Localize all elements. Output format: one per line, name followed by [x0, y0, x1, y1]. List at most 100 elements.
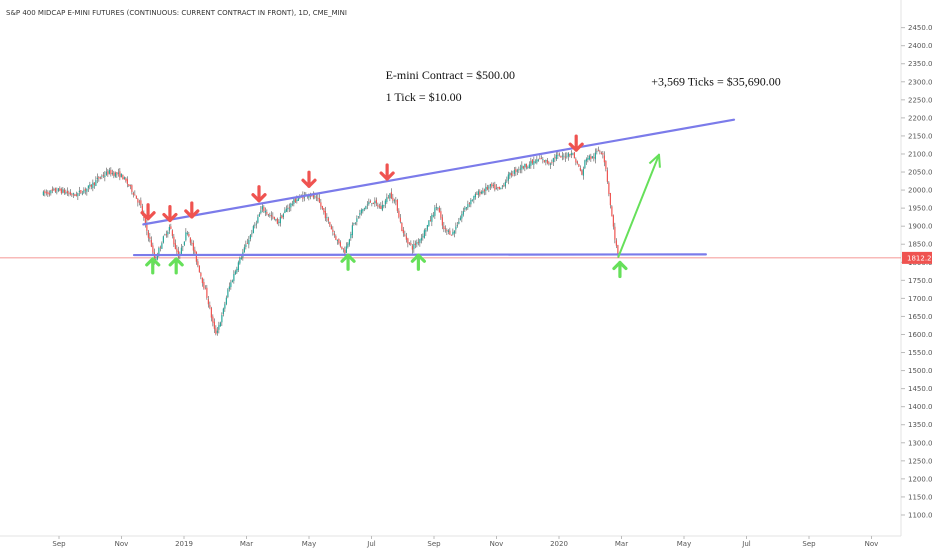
- candle-up: [452, 232, 454, 235]
- price-tick-label: 1100.0: [908, 511, 932, 519]
- candle-down: [510, 172, 512, 176]
- candle-down: [554, 157, 556, 159]
- time-axis[interactable]: Sep Nov 2019 Mar May Jul Sep Nov 2020 Mar May Jul Se…: [52, 536, 878, 548]
- candle-down: [192, 243, 194, 251]
- candle-up: [549, 163, 551, 165]
- candle-down: [438, 207, 440, 213]
- candle-up: [65, 192, 67, 194]
- buy-arrow: [145, 257, 161, 275]
- candle-down: [569, 154, 571, 156]
- candle-up: [488, 186, 490, 189]
- candle-down: [503, 185, 505, 187]
- candle-up: [447, 230, 449, 232]
- candle-up: [248, 239, 250, 245]
- candle-up: [239, 257, 241, 264]
- last-price-badge: 1812.2: [902, 251, 932, 264]
- candle-up: [384, 200, 386, 205]
- price-tick-label: 1350.0: [908, 421, 932, 429]
- candle-down: [404, 234, 406, 237]
- candle-up: [89, 184, 91, 187]
- candle-up: [254, 224, 256, 226]
- candle-up: [351, 225, 353, 236]
- candle-down: [51, 189, 53, 191]
- price-tick-label: 2100.0: [908, 150, 932, 158]
- candle-down: [603, 155, 605, 163]
- sell-arrow: [251, 185, 267, 203]
- candle-up: [492, 185, 494, 187]
- candle-up: [416, 242, 418, 245]
- candle-down: [206, 287, 208, 298]
- price-tick-label: 1200.0: [908, 475, 932, 483]
- candle-up: [518, 169, 520, 171]
- candle-down: [84, 189, 86, 191]
- candle-up: [536, 159, 538, 163]
- price-tick-label: 1550.0: [908, 349, 932, 357]
- candle-up: [519, 168, 521, 170]
- candle-up: [473, 196, 475, 200]
- candle-down: [60, 189, 62, 194]
- candle-down: [45, 192, 47, 194]
- time-tick-label: Sep: [802, 540, 816, 548]
- time-tick-label: Sep: [52, 540, 66, 548]
- price-tick-label: 1500.0: [908, 367, 932, 375]
- candle-up: [431, 214, 433, 222]
- candle-up: [101, 175, 103, 177]
- annotation-text: E-mini Contract = $500.00: [386, 68, 515, 82]
- resistance-trendline[interactable]: [142, 118, 736, 226]
- candle-down: [47, 191, 49, 194]
- candle-down: [602, 153, 604, 155]
- candle-up: [587, 158, 589, 160]
- candle-up: [164, 234, 166, 236]
- candle-down: [159, 246, 161, 248]
- candle-down: [476, 193, 478, 195]
- buy-arrow: [340, 253, 356, 271]
- candle-up: [123, 177, 125, 180]
- candle-down: [132, 192, 134, 195]
- candle-down: [63, 189, 65, 194]
- candle-down: [551, 162, 553, 164]
- buy-arrow-head: [168, 257, 184, 267]
- candle-down: [153, 252, 155, 263]
- candle-up: [243, 247, 245, 253]
- candle-up: [459, 217, 461, 221]
- price-tick-label: 2150.0: [908, 132, 932, 140]
- candle-down: [122, 174, 124, 180]
- candle-down: [576, 161, 578, 164]
- time-tick-label: Mar: [240, 540, 253, 548]
- candle-up: [596, 151, 598, 153]
- candle-down: [600, 152, 602, 154]
- candle-down: [408, 242, 410, 244]
- last-price-badge-label: 1812.2: [907, 254, 932, 262]
- candle-down: [312, 193, 314, 198]
- time-tick-label: Nov: [865, 540, 879, 548]
- candle-up: [78, 190, 80, 193]
- candle-up: [422, 236, 424, 238]
- candle-down: [575, 159, 577, 163]
- projection-line[interactable]: [617, 153, 660, 258]
- candle-down: [440, 211, 442, 218]
- candle-down: [44, 190, 46, 194]
- candle-up: [501, 185, 503, 187]
- candle-down: [80, 190, 82, 194]
- candle-up: [386, 197, 388, 202]
- candle-down: [611, 206, 613, 217]
- candle-down: [135, 195, 137, 199]
- candle-up: [258, 214, 260, 217]
- candle-up: [365, 206, 367, 210]
- candle-up: [251, 233, 253, 235]
- candle-up: [186, 232, 188, 234]
- candle-up: [437, 207, 439, 209]
- candle-down: [573, 152, 575, 159]
- candle-up: [227, 289, 229, 298]
- candle-up: [474, 193, 476, 198]
- candle-up: [425, 229, 427, 232]
- candle-up: [261, 206, 263, 210]
- candle-up: [275, 219, 277, 221]
- candle-down: [59, 188, 61, 191]
- time-tick-label: Jul: [366, 540, 376, 548]
- candle-up: [461, 214, 463, 219]
- candle-down: [128, 184, 130, 187]
- candle-up: [393, 200, 395, 202]
- buy-arrow-head: [612, 260, 628, 271]
